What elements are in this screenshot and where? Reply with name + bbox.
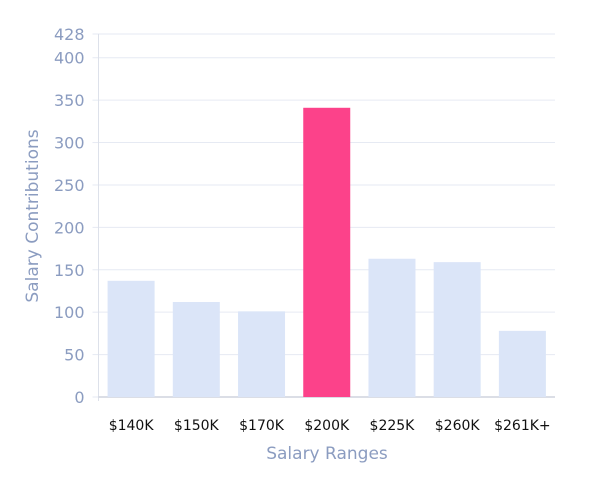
y-tick-label: 0 [74,388,84,407]
y-tick-label: 400 [54,49,85,68]
x-tick-label: $140K [109,418,155,434]
y-tick-label: 200 [54,218,85,237]
x-tick-label: $260K [435,418,481,434]
x-tick-label: $170K [239,418,285,434]
y-tick-label: 428 [54,25,85,44]
y-tick-label: 350 [54,91,85,110]
bar[interactable] [107,280,155,397]
bar[interactable] [172,302,220,397]
y-axis-label: Salary Contributions [23,129,43,302]
y-tick-label: 150 [54,261,85,280]
y-tick-label: 50 [64,346,84,365]
y-tick-label: 100 [54,303,85,322]
x-tick-label: $261K+ [494,418,551,434]
bar[interactable] [238,311,286,397]
x-tick-label: $200K [304,418,350,434]
x-axis-label: Salary Ranges [266,444,388,464]
x-tick-label: $150K [174,418,220,434]
bar[interactable] [368,258,416,397]
y-tick-label: 250 [54,176,85,195]
y-tick-label: 300 [54,134,85,153]
bar[interactable] [433,262,481,397]
bar[interactable] [498,330,546,397]
bar[interactable] [303,107,351,397]
x-tick-label: $225K [370,418,416,434]
